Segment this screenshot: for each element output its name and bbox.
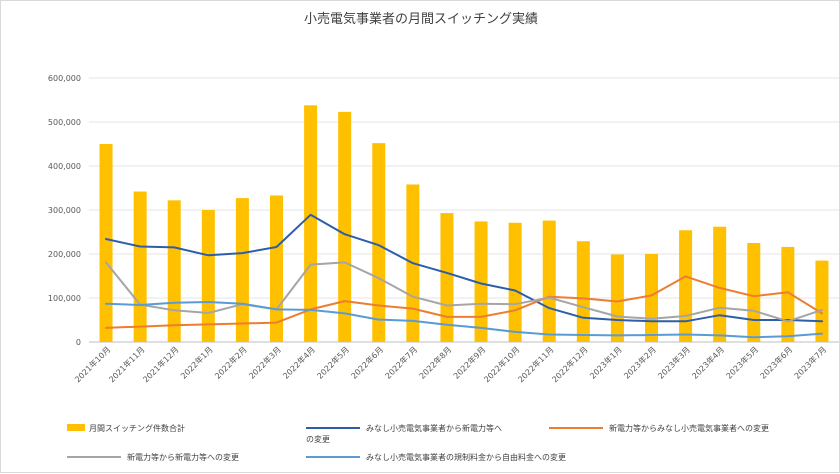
bar xyxy=(372,143,386,342)
y-tick-label: 100,000 xyxy=(48,294,81,303)
legend-label: 月間スイッチング件数合計 xyxy=(89,423,185,433)
y-tick-label: 600,000 xyxy=(48,74,81,83)
x-tick-label: 2023年3月 xyxy=(656,344,692,380)
bar xyxy=(713,226,727,342)
legend-swatch xyxy=(67,424,85,431)
bar xyxy=(815,260,829,342)
x-tick-label: 2022年12月 xyxy=(550,344,590,384)
bar xyxy=(304,105,318,342)
y-axis-ticks: 0 100,000 200,000 300,000 400,000 500,000 600,… xyxy=(48,74,81,347)
x-tick-label: 2023年1月 xyxy=(587,344,623,380)
x-tick-label: 2023年5月 xyxy=(724,344,760,380)
bar xyxy=(576,241,590,342)
bar xyxy=(747,243,761,342)
bar xyxy=(133,191,147,342)
bar xyxy=(508,222,522,342)
bar xyxy=(474,221,488,342)
legend: 月間スイッチング件数合計 みなし小売電気事業者から新電力等への変更 新電力等からみな… xyxy=(67,423,769,462)
bar-series xyxy=(99,105,829,342)
y-tick-label: 0 xyxy=(76,338,81,347)
legend-label: 新電力等から新電力等への変更 xyxy=(127,452,239,462)
line-series xyxy=(105,213,823,339)
bar xyxy=(235,198,249,342)
x-tick-label: 2022年1月 xyxy=(178,344,214,380)
legend-label: 新電力等からみなし小売電気事業者への変更 xyxy=(609,423,769,433)
y-tick-label: 200,000 xyxy=(48,250,81,259)
x-tick-label: 2022年2月 xyxy=(212,344,248,380)
legend-label: みなし小売電気事業者の規制料金から自由料金への変更 xyxy=(366,452,566,462)
x-tick-label: 2023年6月 xyxy=(758,344,794,380)
x-tick-label: 2022年7月 xyxy=(383,344,419,380)
bar xyxy=(440,213,454,342)
chart-title: 小売電気事業者の月間スイッチング実績 xyxy=(304,11,538,27)
x-tick-label: 2023年7月 xyxy=(792,344,828,380)
bar xyxy=(542,220,556,342)
bar xyxy=(679,230,693,342)
y-tick-label: 500,000 xyxy=(48,118,81,127)
legend-label: みなし小売電気事業者から新電力等への変更 xyxy=(306,423,502,444)
bar xyxy=(99,144,113,342)
x-tick-label: 2022年6月 xyxy=(349,344,385,380)
x-tick-label: 2022年3月 xyxy=(247,344,283,380)
bar xyxy=(201,210,215,342)
bar xyxy=(781,246,795,342)
x-tick-label: 2022年4月 xyxy=(281,344,317,380)
x-tick-label: 2022年9月 xyxy=(451,344,487,380)
bar xyxy=(645,254,658,342)
x-tick-label: 2023年4月 xyxy=(690,344,726,380)
x-axis-ticks: 2021年10月2021年11月2021年12月2022年1月2022年2月20… xyxy=(72,344,828,384)
series-line xyxy=(105,261,823,323)
bar xyxy=(167,200,181,342)
x-tick-label: 2021年12月 xyxy=(141,344,181,384)
series-line xyxy=(105,301,823,339)
y-tick-label: 400,000 xyxy=(48,162,81,171)
bar xyxy=(610,254,624,342)
x-tick-label: 2022年8月 xyxy=(417,344,453,380)
x-tick-label: 2022年5月 xyxy=(315,344,351,380)
series-line xyxy=(105,275,823,329)
x-tick-label: 2023年2月 xyxy=(622,344,658,380)
series-line xyxy=(105,213,823,323)
y-tick-label: 300,000 xyxy=(48,206,81,215)
bar xyxy=(338,111,352,342)
